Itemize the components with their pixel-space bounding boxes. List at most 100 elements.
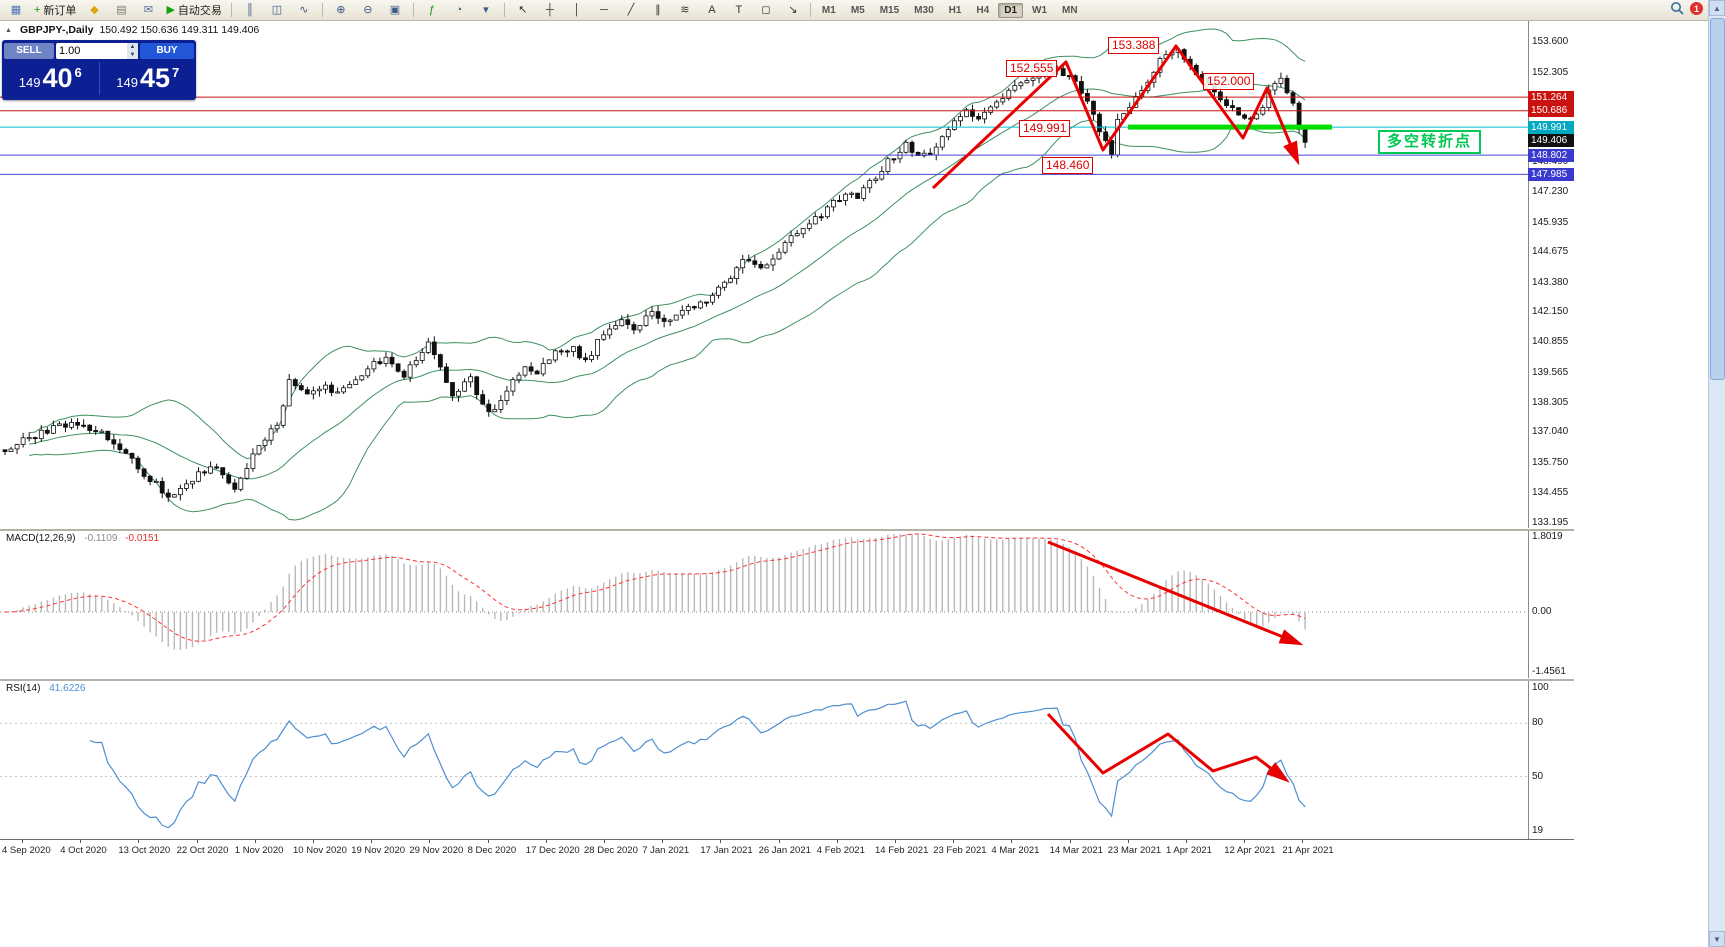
toolbar-left-group: ▦ + 新订单 ◆ ▤ ✉ ▶ 自动交易 ║ ◫ ∿ ⊕ ⊖ ▣ ƒ ◔ ▾ ↖ ┼ │ ─ ╱ ∥ ≋ A T ◻ ↘ bbox=[3, 1, 806, 20]
lot-decrease-button[interactable]: ▼ bbox=[127, 50, 138, 59]
scroll-up-arrow[interactable]: ▲ bbox=[1709, 0, 1725, 16]
pane-separator[interactable] bbox=[0, 528, 1574, 531]
indicators-icon[interactable]: ƒ bbox=[419, 1, 445, 20]
search-icon[interactable] bbox=[1670, 1, 1685, 16]
crosshair-icon[interactable]: ┼ bbox=[537, 1, 563, 20]
line-chart-icon[interactable]: ∿ bbox=[291, 1, 317, 20]
toolbar-separator bbox=[321, 3, 323, 17]
chart-window-icon[interactable]: ▦ bbox=[3, 1, 29, 20]
annotation-price-label[interactable]: 149.991 bbox=[1019, 120, 1071, 137]
trend-annotation bbox=[931, 44, 1300, 190]
sell-button[interactable]: SELL bbox=[4, 42, 54, 59]
axis-tick-label: 144.675 bbox=[1532, 246, 1569, 258]
notification-badge[interactable]: 1 bbox=[1690, 2, 1703, 15]
ask-main: 45 bbox=[139, 63, 170, 93]
label-icon[interactable]: T bbox=[726, 1, 752, 20]
macd-axis-label: -1.4561 bbox=[1532, 666, 1566, 677]
date-label: 4 Feb 2021 bbox=[816, 845, 865, 856]
timeframe-mn[interactable]: MN bbox=[1062, 4, 1078, 16]
fibonacci-icon[interactable]: ≋ bbox=[672, 1, 698, 20]
scroll-down-arrow[interactable]: ▼ bbox=[1709, 931, 1725, 947]
autotrading-button[interactable]: ▶ 自动交易 bbox=[162, 1, 225, 20]
timeframe-m30[interactable]: M30 bbox=[914, 4, 934, 16]
candles-chart-icon[interactable]: ◫ bbox=[264, 1, 290, 20]
date-tick bbox=[604, 840, 605, 843]
date-tick bbox=[662, 840, 664, 843]
print-icon[interactable]: ▤ bbox=[108, 1, 134, 20]
annotation-price-label[interactable]: 152.555 bbox=[1006, 60, 1058, 77]
date-tick bbox=[22, 840, 23, 843]
annotation-price-label[interactable]: 148.460 bbox=[1042, 157, 1094, 174]
shapes-icon[interactable]: ◻ bbox=[753, 1, 779, 20]
shapes-icon-glyph: ◻ bbox=[761, 3, 771, 16]
timeframe-w1[interactable]: W1 bbox=[1032, 4, 1048, 16]
timeframe-m15[interactable]: M15 bbox=[879, 4, 900, 16]
axis-tick-label: 152.305 bbox=[1532, 66, 1569, 78]
date-tick bbox=[1069, 840, 1071, 843]
lot-increase-button[interactable]: ▲ bbox=[127, 42, 138, 51]
date-label: 21 Apr 2021 bbox=[1282, 845, 1334, 856]
symbol-line: ▲ GBPJPY-,Daily 150.492 150.636 149.311 … bbox=[5, 24, 259, 36]
bid-price[interactable]: 149 40 6 bbox=[2, 59, 99, 98]
date-label: 19 Nov 2020 bbox=[351, 845, 406, 856]
mail-icon[interactable]: ✉ bbox=[135, 1, 161, 20]
zoom-in-icon-glyph: ⊕ bbox=[336, 3, 346, 16]
templates-icon[interactable]: ▾ bbox=[473, 1, 499, 20]
timeframe-h4[interactable]: H4 bbox=[976, 4, 990, 16]
label-icon-glyph: T bbox=[735, 3, 743, 16]
autotrading-button-label: 自动交易 bbox=[177, 5, 222, 17]
tile-windows-icon[interactable]: ▣ bbox=[382, 1, 408, 20]
trendline-icon[interactable]: ╱ bbox=[618, 1, 644, 20]
channel-icon[interactable]: ∥ bbox=[645, 1, 671, 20]
periods-icon[interactable]: ◔ bbox=[446, 1, 472, 20]
text-icon[interactable]: A bbox=[699, 1, 725, 20]
pane-separator[interactable] bbox=[0, 678, 1574, 681]
date-tick bbox=[1244, 840, 1246, 843]
annotation-price-label[interactable]: 152.000 bbox=[1203, 73, 1255, 90]
rsi-value: 41.6226 bbox=[49, 683, 86, 694]
timeframe-m1[interactable]: M1 bbox=[821, 4, 836, 16]
rsi-name: RSI(14) bbox=[6, 683, 41, 694]
zoom-in-icon[interactable]: ⊕ bbox=[328, 1, 354, 20]
date-label: 23 Feb 2021 bbox=[933, 845, 987, 856]
date-label: 28 Dec 2020 bbox=[584, 845, 638, 856]
buy-button[interactable]: BUY bbox=[140, 42, 194, 59]
ask-price[interactable]: 149 45 7 bbox=[100, 59, 197, 98]
annotation-price-label[interactable]: 153.388 bbox=[1108, 37, 1160, 54]
rsi-axis-label: 19 bbox=[1532, 825, 1544, 837]
date-label: 1 Nov 2020 bbox=[234, 845, 284, 856]
axis-tick-label: 145.935 bbox=[1532, 216, 1569, 228]
bars-chart-icon[interactable]: ║ bbox=[237, 1, 263, 20]
cursor-icon[interactable]: ↖ bbox=[510, 1, 536, 20]
timeframe-d1[interactable]: D1 bbox=[998, 2, 1024, 18]
lot-size-input[interactable] bbox=[56, 44, 127, 57]
horizontal-line-icon[interactable]: ─ bbox=[591, 1, 617, 20]
annotation-note[interactable]: 多空转折点 bbox=[1378, 130, 1482, 154]
vertical-line-icon[interactable]: │ bbox=[564, 1, 590, 20]
zoom-out-icon[interactable]: ⊖ bbox=[355, 1, 381, 20]
axis-tick-label: 140.855 bbox=[1532, 336, 1569, 348]
rsi-line bbox=[89, 700, 1306, 829]
toolbar: ▦ + 新订单 ◆ ▤ ✉ ▶ 自动交易 ║ ◫ ∿ ⊕ ⊖ ▣ ƒ ◔ ▾ ↖ ┼ │ ─ ╱ ∥ ≋ A T ◻ ↘ M1 M5 M1… bbox=[0, 0, 1725, 21]
new-order-button[interactable]: + 新订单 bbox=[30, 1, 80, 20]
price-chart[interactable] bbox=[0, 20, 1528, 529]
scroll-thumb[interactable] bbox=[1710, 18, 1725, 380]
one-click-toggle-icon[interactable]: ▲ bbox=[5, 26, 12, 34]
date-tick bbox=[196, 840, 198, 843]
macd-pane[interactable] bbox=[0, 530, 1528, 678]
profile-icon[interactable]: ◆ bbox=[81, 1, 107, 20]
date-label: 17 Dec 2020 bbox=[525, 845, 580, 856]
axis-tick-label: 137.040 bbox=[1532, 426, 1569, 438]
vertical-scrollbar[interactable]: ▲ ▼ bbox=[1708, 0, 1725, 947]
timeframe-h1[interactable]: H1 bbox=[948, 4, 962, 16]
timeframe-m5[interactable]: M5 bbox=[850, 4, 865, 16]
date-label: 26 Jan 2021 bbox=[758, 845, 811, 856]
toolbar-separator bbox=[230, 3, 232, 17]
profile-icon-glyph: ◆ bbox=[90, 3, 99, 16]
ask-prefix: 149 bbox=[116, 75, 138, 90]
arrows-icon[interactable]: ↘ bbox=[780, 1, 806, 20]
date-label: 4 Sep 2020 bbox=[2, 845, 51, 856]
arrows-icon-glyph: ↘ bbox=[788, 3, 798, 16]
rsi-pane[interactable] bbox=[0, 680, 1528, 838]
